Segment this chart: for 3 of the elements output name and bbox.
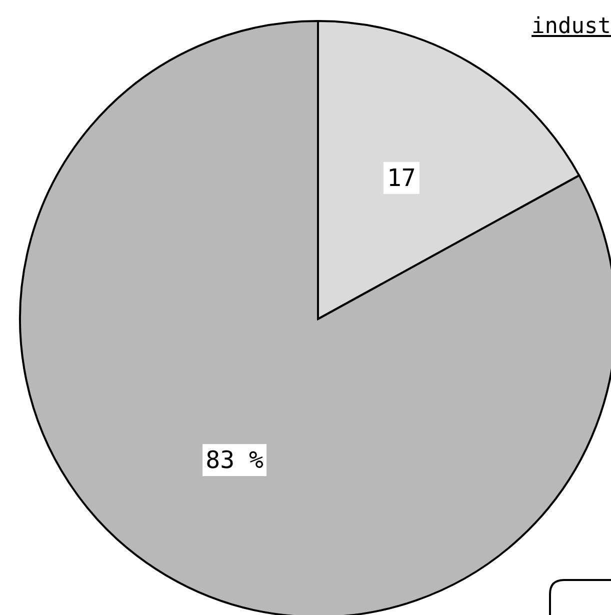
text: indust (532, 14, 611, 39)
data-label: 17 (386, 164, 416, 192)
data-label: 83 % (206, 446, 264, 474)
